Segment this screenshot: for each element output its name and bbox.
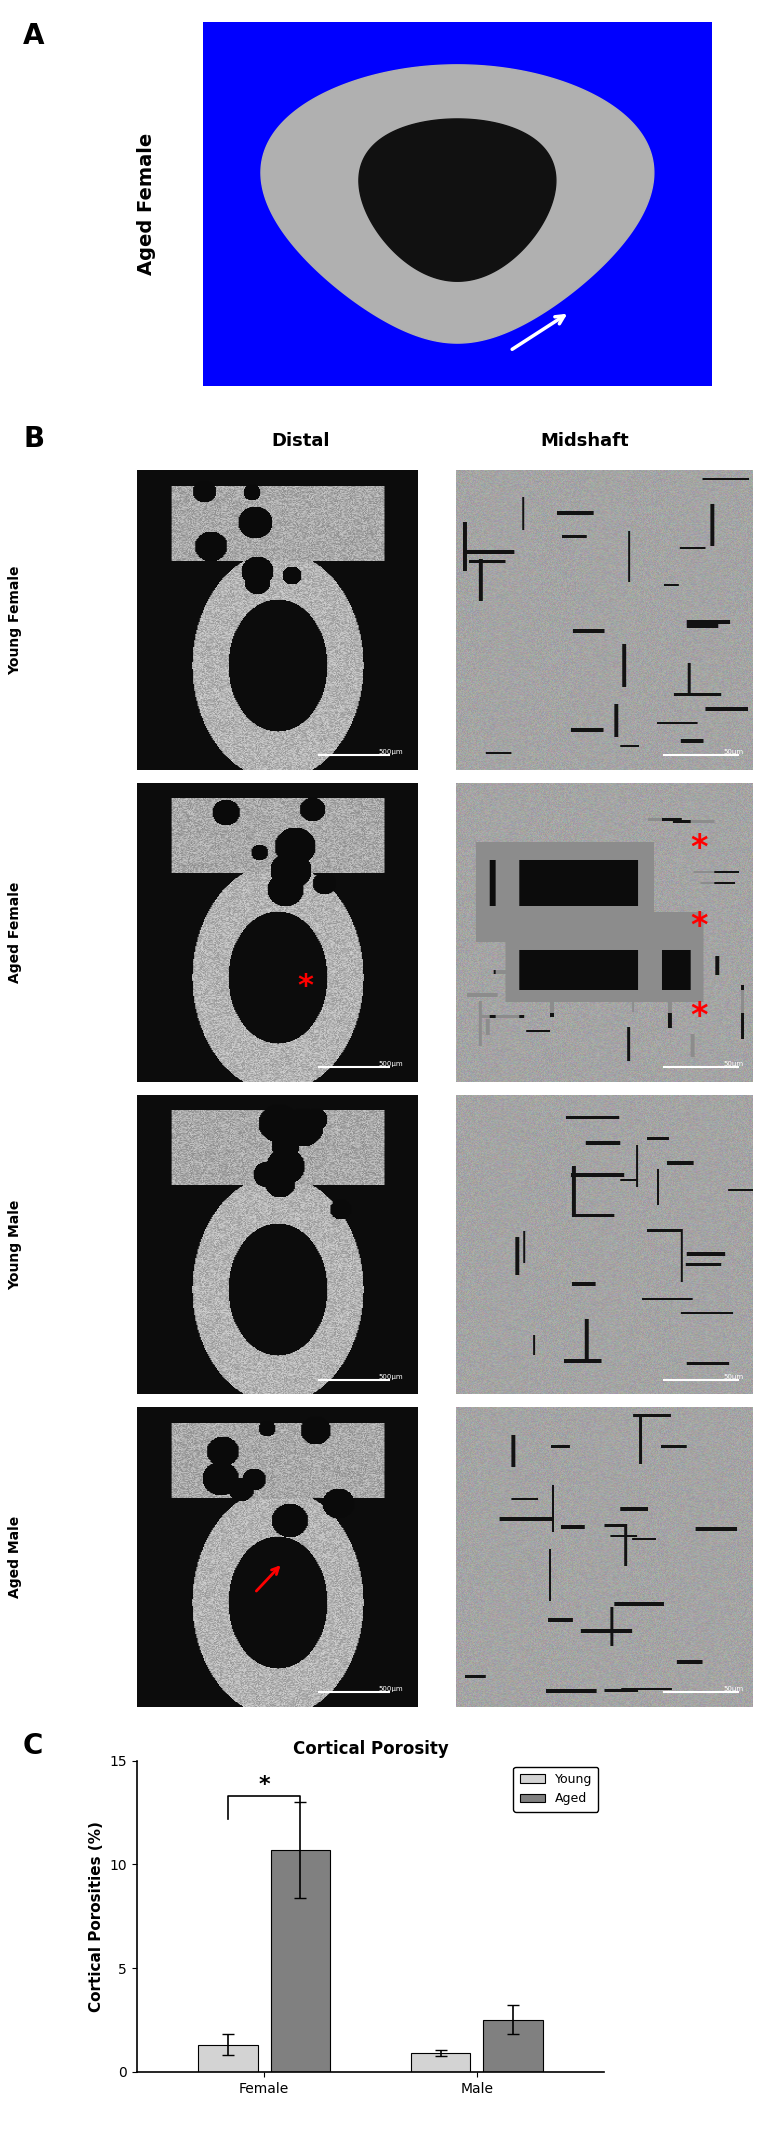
Text: 50μm: 50μm [724, 749, 744, 756]
Bar [203, 21, 712, 386]
Text: *: * [690, 833, 708, 865]
Legend: Young, Aged: Young, Aged [513, 1767, 598, 1812]
Text: *: * [690, 910, 708, 943]
Bar [198, 2044, 257, 2072]
Bar [271, 1851, 330, 2072]
Text: Aged Male: Aged Male [8, 1516, 22, 1597]
Text: Young Female: Young Female [8, 565, 22, 674]
Text: Distal: Distal [271, 432, 329, 449]
Text: 50μm: 50μm [724, 1061, 744, 1067]
Text: Aged Female: Aged Female [8, 882, 22, 983]
Text: *: * [297, 973, 313, 1001]
Text: 500μm: 500μm [378, 1685, 403, 1692]
Title: Cortical Porosity: Cortical Porosity [292, 1739, 448, 1758]
Text: B: B [23, 425, 44, 453]
Bar [484, 2020, 543, 2072]
Text: A: A [23, 21, 44, 49]
Text: 50μm: 50μm [724, 1374, 744, 1381]
Text: 500μm: 500μm [378, 749, 403, 756]
Bar [411, 2053, 470, 2072]
Text: *: * [690, 1001, 708, 1033]
Text: 500μm: 500μm [378, 1374, 403, 1381]
Text: *: * [258, 1776, 270, 1795]
Text: 500μm: 500μm [378, 1061, 403, 1067]
Text: Young Male: Young Male [8, 1200, 22, 1290]
Text: 50μm: 50μm [724, 1685, 744, 1692]
Text: Aged Female: Aged Female [137, 133, 156, 275]
Polygon shape [359, 118, 556, 281]
Polygon shape [261, 64, 654, 344]
Y-axis label: Cortical Porosities (%): Cortical Porosities (%) [89, 1821, 104, 2012]
Text: C: C [23, 1733, 44, 1761]
Text: Midshaft: Midshaft [541, 432, 629, 449]
